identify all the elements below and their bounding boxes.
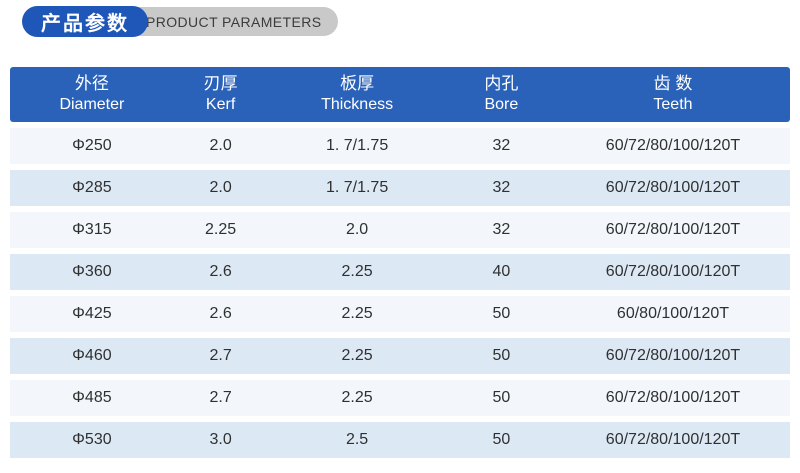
table-cell-diameter: Φ485 (72, 389, 112, 406)
table-cell-teeth: 60/80/100/120T (616, 305, 730, 322)
table-row: Φ460 2.7 2.25 50 60/72/80/100/120T (10, 338, 790, 374)
column-header-bore-zh: 内孔 (484, 74, 519, 94)
table-cell-kerf: 2.6 (209, 305, 232, 322)
table-cell-bore: 50 (492, 431, 511, 448)
table-cell-bore: 50 (492, 305, 511, 322)
column-header-bore-en: Bore (484, 96, 519, 114)
table-cell-bore: 50 (492, 389, 511, 406)
table-cell-teeth: 60/72/80/100/120T (605, 389, 741, 406)
table-cell-thickness: 1. 7/1.75 (325, 137, 389, 154)
table-row: Φ425 2.6 2.25 50 60/80/100/120T (10, 296, 790, 332)
column-header-kerf-zh: 刃厚 (203, 74, 238, 94)
table-cell-thickness: 2.5 (345, 431, 369, 448)
table-cell-thickness: 2.25 (341, 305, 373, 322)
column-header-kerf-en: Kerf (205, 96, 236, 114)
table-cell-bore: 40 (492, 263, 511, 280)
table-cell-kerf: 2.6 (209, 263, 232, 280)
table-cell-diameter: Φ460 (72, 347, 112, 364)
table-cell-diameter: Φ425 (72, 305, 112, 322)
column-header-teeth-en: Teeth (653, 96, 693, 114)
table-row: Φ360 2.6 2.25 40 60/72/80/100/120T (10, 254, 790, 290)
section-title-badge: 产品参数 PRODUCT PARAMETERS (22, 6, 339, 37)
table-cell-diameter: Φ285 (72, 179, 112, 196)
section-title-zh: 产品参数 (22, 6, 148, 37)
product-parameters-table: 外径 Diameter 刃厚 Kerf 板厚 Thickness 内孔 Bore… (10, 67, 790, 458)
column-header-thickness-zh: 板厚 (340, 74, 375, 94)
column-header-teeth: 齿 数 Teeth (556, 73, 790, 116)
column-header-bore: 内孔 Bore (447, 73, 556, 116)
table-row: Φ285 2.0 1. 7/1.75 32 60/72/80/100/120T (10, 170, 790, 206)
table-cell-bore: 32 (492, 137, 511, 154)
table-row: Φ485 2.7 2.25 50 60/72/80/100/120T (10, 380, 790, 416)
table-cell-kerf: 2.25 (205, 221, 237, 238)
table-header: 外径 Diameter 刃厚 Kerf 板厚 Thickness 内孔 Bore… (10, 67, 790, 122)
table-body: Φ250 2.0 1. 7/1.75 32 60/72/80/100/120T Φ285 2… (10, 128, 790, 458)
table-row: Φ250 2.0 1. 7/1.75 32 60/72/80/100/120T (10, 128, 790, 164)
table-cell-diameter: Φ360 (72, 263, 112, 280)
table-cell-diameter: Φ250 (72, 137, 112, 154)
table-cell-thickness: 2.0 (345, 221, 369, 238)
table-cell-diameter: Φ315 (72, 221, 112, 238)
column-header-kerf: 刃厚 Kerf (174, 73, 268, 116)
table-cell-kerf: 2.7 (209, 347, 232, 364)
table-cell-kerf: 2.7 (209, 389, 232, 406)
table-cell-thickness: 1. 7/1.75 (325, 179, 389, 196)
table-cell-thickness: 2.25 (341, 389, 373, 406)
table-cell-teeth: 60/72/80/100/120T (605, 431, 741, 448)
section-title-en: PRODUCT PARAMETERS (132, 7, 339, 36)
table-cell-bore: 32 (492, 221, 511, 238)
column-header-thickness: 板厚 Thickness (267, 73, 446, 116)
table-cell-thickness: 2.25 (341, 263, 373, 280)
column-header-diameter-zh: 外径 (74, 74, 109, 94)
column-header-thickness-en: Thickness (321, 96, 394, 114)
table-cell-kerf: 2.0 (209, 179, 232, 196)
table-cell-kerf: 2.0 (209, 137, 232, 154)
table-cell-bore: 32 (492, 179, 511, 196)
table-cell-bore: 50 (492, 347, 511, 364)
table-cell-teeth: 60/72/80/100/120T (605, 347, 741, 364)
table-cell-diameter: Φ530 (72, 431, 112, 448)
table-cell-teeth: 60/72/80/100/120T (605, 137, 741, 154)
column-header-teeth-zh: 齿 数 (653, 74, 693, 94)
table-cell-kerf: 3.0 (209, 431, 232, 448)
column-header-diameter: 外径 Diameter (10, 73, 174, 116)
table-cell-teeth: 60/72/80/100/120T (605, 221, 741, 238)
table-cell-teeth: 60/72/80/100/120T (605, 263, 741, 280)
table-row: Φ530 3.0 2.5 50 60/72/80/100/120T (10, 422, 790, 458)
column-header-diameter-en: Diameter (59, 96, 125, 114)
table-cell-thickness: 2.25 (341, 347, 373, 364)
table-row: Φ315 2.25 2.0 32 60/72/80/100/120T (10, 212, 790, 248)
table-cell-teeth: 60/72/80/100/120T (605, 179, 741, 196)
